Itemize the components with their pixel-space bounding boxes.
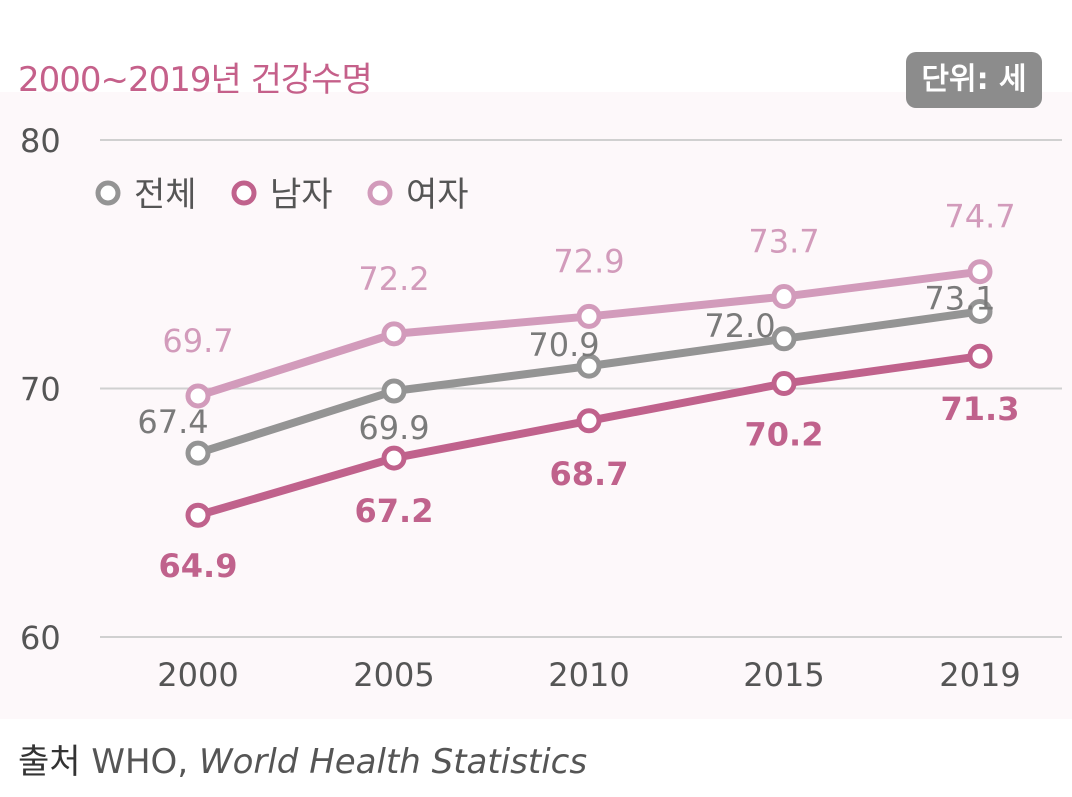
source-title: World Health Statistics [198,742,588,782]
x-tick-label: 2019 [939,656,1020,694]
data-label: 67.4 [137,403,208,441]
data-label: 67.2 [355,492,434,530]
data-point [185,440,211,466]
legend-label: 여자 [406,175,469,215]
x-tick-label: 2000 [157,656,238,694]
data-label: 74.7 [944,198,1015,236]
data-label: 68.7 [550,455,629,493]
source-line: 출처 WHO, World Health Statistics [18,734,587,783]
source-label: 출처 [18,742,81,782]
data-label: 72.2 [358,260,429,298]
legend-label: 전체 [134,175,197,215]
data-point [185,383,211,409]
legend-label: 남자 [270,175,333,215]
x-tick-label: 2010 [548,656,629,694]
chart-title: 2000~2019년 건강수명 [18,60,373,100]
data-label: 69.9 [358,409,429,447]
data-label: 72.0 [704,307,775,345]
data-point [967,343,993,369]
data-label: 70.9 [528,326,599,364]
data-point [967,259,993,285]
data-point [185,502,211,528]
legend-marker [231,180,257,206]
data-point [576,408,602,434]
data-point [576,303,602,329]
x-tick-label: 2005 [353,656,434,694]
data-label: 72.9 [553,242,624,280]
data-label: 69.7 [162,322,233,360]
data-point [576,353,602,379]
data-label: 73.1 [924,279,995,317]
data-point [381,378,407,404]
data-label: 70.2 [745,416,824,454]
data-label: 73.7 [748,223,819,261]
y-tick-label: 80 [20,122,61,160]
plot-background [0,92,1072,719]
legend-marker [95,180,121,206]
unit-badge: 단위: 세 [906,52,1042,108]
source-org: WHO, [91,742,189,782]
y-tick-label: 70 [20,371,61,409]
data-point [771,326,797,352]
data-point [771,371,797,397]
x-tick-label: 2015 [743,656,824,694]
y-tick-label: 60 [20,619,61,657]
data-point [771,284,797,310]
data-label: 64.9 [159,547,238,585]
legend-marker [367,180,393,206]
data-point [381,445,407,471]
data-point [967,298,993,324]
data-point [381,321,407,347]
data-label: 71.3 [941,390,1020,428]
